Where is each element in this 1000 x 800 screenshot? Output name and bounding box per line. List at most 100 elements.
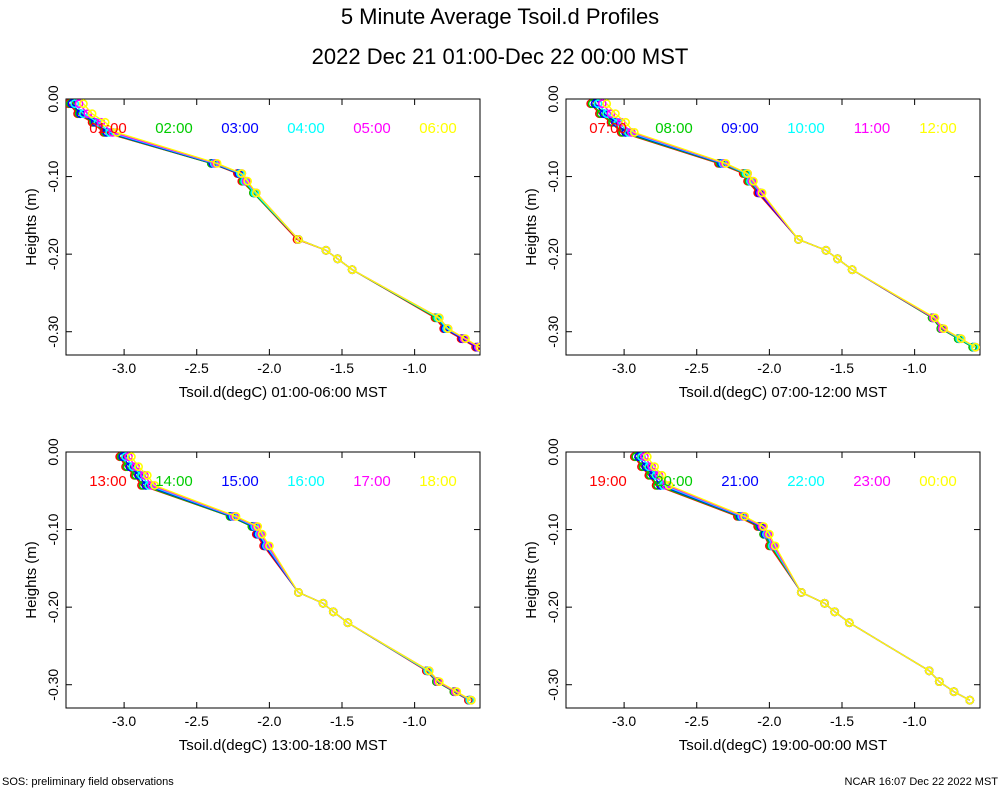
data-point xyxy=(821,245,831,255)
y-tick-label: -0.30 xyxy=(45,669,61,701)
data-point xyxy=(934,677,944,686)
legend-entry: 17:00 xyxy=(353,473,391,490)
data-point xyxy=(74,99,84,109)
x-axis-label: Tsoil.d(degC) 19:00-00:00 MST xyxy=(679,737,887,754)
x-tick-label: -1.0 xyxy=(403,360,427,376)
data-point xyxy=(965,695,975,705)
legend-entry: 12:00 xyxy=(919,120,957,137)
data-point xyxy=(796,588,806,597)
x-axis-label: Tsoil.d(degC) 01:00-06:00 MST xyxy=(179,384,387,401)
series-line-0000 xyxy=(646,456,971,701)
y-axis-label: Heights (m) xyxy=(523,188,540,266)
data-point xyxy=(749,176,758,186)
legend-entry: 13:00 xyxy=(89,473,127,490)
data-point xyxy=(602,99,612,109)
data-point xyxy=(126,452,136,462)
data-point xyxy=(642,452,652,462)
y-tick-label: -0.30 xyxy=(545,669,561,701)
plot-frame xyxy=(565,98,981,356)
data-point xyxy=(833,254,842,264)
y-axis-label: Heights (m) xyxy=(23,188,40,266)
chart-panel-3: -3.0 -2.5 -2.0 -1.5 -1.0 0.00 -0.10 -0.20 -0.30 T… xyxy=(23,438,481,754)
legend-entry: 23:00 xyxy=(853,473,891,490)
x-tick-label: -1.5 xyxy=(830,360,854,376)
y-axis-label: Heights (m) xyxy=(23,541,40,619)
x-tick-label: -1.0 xyxy=(903,360,927,376)
footer-note: SOS: preliminary field observations xyxy=(2,776,174,788)
data-point xyxy=(721,158,731,168)
data-point xyxy=(347,265,357,275)
series-line-0400 xyxy=(74,103,479,348)
x-tick-label: -2.5 xyxy=(685,360,709,376)
x-tick-label: -2.0 xyxy=(257,360,281,376)
data-point xyxy=(100,117,110,127)
legend-entry: 08:00 xyxy=(655,120,693,137)
legend-entry: 01:00 xyxy=(89,120,127,137)
y-tick-label: 0.00 xyxy=(45,438,61,465)
y-tick-label: -0.30 xyxy=(545,316,561,348)
y-tick-label: -0.20 xyxy=(45,591,61,623)
series-line-1800 xyxy=(130,456,472,701)
legend-entry: 02:00 xyxy=(155,120,193,137)
data-point xyxy=(466,695,476,705)
x-tick-label: -3.0 xyxy=(112,713,136,729)
legend-entry: 20:00 xyxy=(655,473,693,490)
y-axis-label: Heights (m) xyxy=(523,541,540,619)
footer-timestamp: NCAR 16:07 Dec 22 2022 MST xyxy=(844,776,998,788)
legend-entry: 19:00 xyxy=(589,473,627,490)
y-tick-label: -0.20 xyxy=(45,238,61,270)
legend-entry: 22:00 xyxy=(787,473,825,490)
chart-panel-1: -3.0 -2.5 -2.0 -1.5 -1.0 0.00 -0.10 -0.20 -0.30 T… xyxy=(23,85,481,401)
data-point xyxy=(794,234,803,244)
data-point xyxy=(765,529,774,539)
data-point xyxy=(629,127,639,137)
data-point xyxy=(820,598,829,608)
x-tick-label: -1.0 xyxy=(903,713,927,729)
x-tick-label: -1.5 xyxy=(330,360,354,376)
y-tick-label: -0.20 xyxy=(545,591,561,623)
data-point xyxy=(212,158,222,168)
plot-area xyxy=(66,99,480,352)
data-point xyxy=(343,618,353,628)
data-point xyxy=(924,666,934,676)
data-point xyxy=(112,127,122,137)
y-tick-label: -0.10 xyxy=(45,513,61,545)
data-point xyxy=(434,313,444,323)
y-tick-label: 0.00 xyxy=(545,438,561,465)
y-tick-label: -0.30 xyxy=(45,316,61,348)
data-point xyxy=(597,99,607,109)
series-line-2200 xyxy=(640,456,971,701)
x-tick-label: -2.5 xyxy=(685,713,709,729)
plot-area xyxy=(586,99,980,352)
data-point xyxy=(844,618,854,628)
legend-entry: 03:00 xyxy=(221,120,259,137)
data-point xyxy=(452,687,462,697)
data-point xyxy=(621,117,630,127)
x-tick-label: -1.0 xyxy=(403,713,427,729)
legend-entry: 09:00 xyxy=(721,120,759,137)
data-point xyxy=(264,541,274,551)
legend-entry: 11:00 xyxy=(854,120,890,137)
legend-entry: 04:00 xyxy=(287,120,325,137)
x-axis-label: Tsoil.d(degC) 13:00-18:00 MST xyxy=(179,737,387,754)
data-point xyxy=(134,462,143,472)
legend-entry: 00:00 xyxy=(919,473,957,490)
x-tick-label: -2.5 xyxy=(185,360,209,376)
data-point xyxy=(939,324,949,333)
data-point xyxy=(971,342,980,352)
data-point xyxy=(251,188,261,198)
data-point xyxy=(650,462,659,472)
legend-entry: 05:00 xyxy=(353,120,391,137)
data-point xyxy=(321,245,331,255)
legend-entry: 07:00 xyxy=(589,120,627,137)
data-point xyxy=(949,687,959,697)
data-point xyxy=(293,588,303,597)
x-tick-label: -2.5 xyxy=(185,713,209,729)
data-point xyxy=(293,234,303,244)
series-line-1700 xyxy=(127,456,472,701)
x-tick-label: -3.0 xyxy=(612,360,636,376)
data-point xyxy=(461,334,470,344)
y-tick-label: -0.10 xyxy=(545,513,561,545)
chart-panel-2: -3.0 -2.5 -2.0 -1.5 -1.0 0.00 -0.10 -0.20 -0.30 T… xyxy=(523,85,981,401)
